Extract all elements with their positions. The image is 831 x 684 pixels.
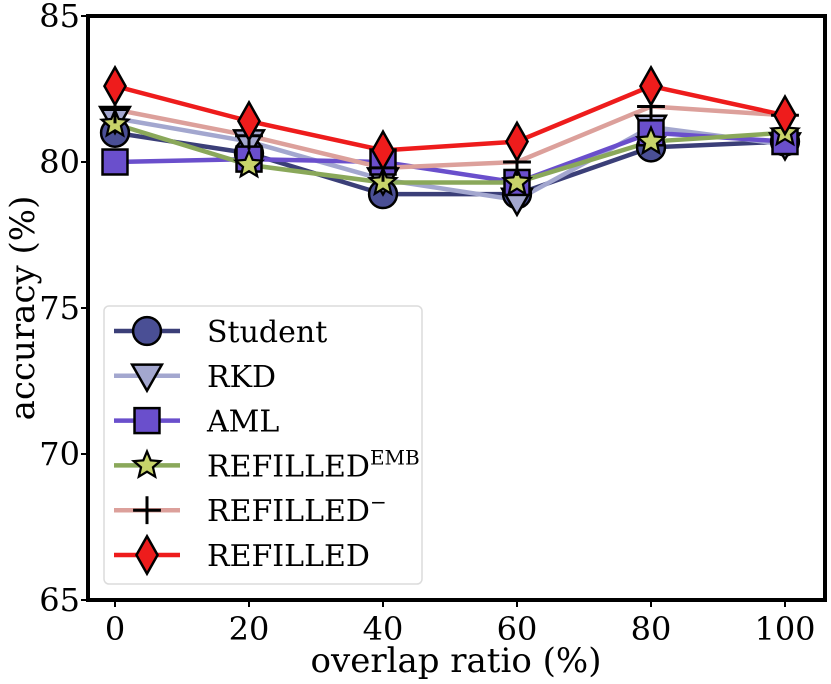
series-line-refilled bbox=[112, 104, 788, 171]
legend-entry-aml: AML bbox=[114, 405, 279, 440]
data-point-refilled-20 bbox=[237, 99, 261, 143]
x-tick-label: 20 bbox=[229, 610, 270, 648]
series-line-refilled bbox=[112, 83, 788, 153]
data-point-refilled-0 bbox=[103, 64, 127, 108]
legend-label: REFILLEDEMB bbox=[207, 445, 420, 484]
y-tick-label: 65 bbox=[39, 581, 80, 619]
x-tick-label: 40 bbox=[363, 610, 404, 648]
x-tick-label: 80 bbox=[631, 610, 672, 648]
legend-label: RKD bbox=[207, 360, 276, 395]
series-line-student bbox=[112, 130, 788, 197]
legend-marker bbox=[129, 363, 165, 394]
series-lines bbox=[112, 83, 788, 203]
series-line-rkd bbox=[112, 115, 788, 203]
data-point-refilled-40 bbox=[371, 129, 395, 172]
legend-entry-refilled: REFILLED bbox=[114, 533, 370, 577]
y-tick-label: 75 bbox=[39, 289, 80, 327]
axis-ticks: 0 20 40 60 80 100 65 70 75 80 85 bbox=[39, 0, 815, 648]
legend-entry-rkd: RKD bbox=[114, 360, 276, 395]
legend-label: Student bbox=[207, 315, 327, 350]
legend-box bbox=[103, 305, 423, 585]
series-line-refilled-emb bbox=[112, 121, 788, 185]
legend-entry-student: Student bbox=[114, 315, 327, 350]
legend: Student RKD AML REFILLEDEMB REFILLED− REFILLE… bbox=[103, 305, 423, 585]
x-tick-label: 60 bbox=[497, 610, 538, 648]
legend-marker bbox=[133, 406, 161, 435]
legend-marker bbox=[131, 315, 163, 347]
y-tick-label: 70 bbox=[39, 435, 80, 473]
y-tick-label: 85 bbox=[39, 0, 80, 35]
x-axis-label: overlap ratio (%) bbox=[311, 641, 602, 681]
data-point-refilled-60 bbox=[505, 120, 529, 163]
data-point-refilled-emb-80 bbox=[634, 124, 668, 156]
legend-entry-refilled-emb: REFILLEDEMB bbox=[114, 445, 420, 484]
data-point-refilled-emb-20 bbox=[232, 148, 266, 179]
legend-label: REFILLED bbox=[207, 539, 370, 574]
legend-marker bbox=[130, 448, 164, 480]
legend-entry-refilled: REFILLED− bbox=[114, 490, 387, 529]
data-point-refilled-emb-60 bbox=[500, 165, 534, 197]
legend-marker bbox=[135, 533, 159, 577]
legend-label: REFILLED− bbox=[207, 490, 387, 529]
y-tick-label: 80 bbox=[39, 143, 80, 181]
legend-marker bbox=[133, 496, 161, 525]
y-axis-label: accuracy (%) bbox=[3, 196, 43, 421]
x-tick-label: 0 bbox=[105, 610, 125, 648]
legend-label: AML bbox=[206, 405, 279, 440]
data-point-refilled-80 bbox=[639, 64, 663, 108]
data-point-aml-0 bbox=[101, 148, 129, 176]
data-point-refilled-100 bbox=[773, 94, 797, 137]
series-markers bbox=[97, 64, 803, 218]
x-tick-label: 100 bbox=[754, 610, 815, 648]
